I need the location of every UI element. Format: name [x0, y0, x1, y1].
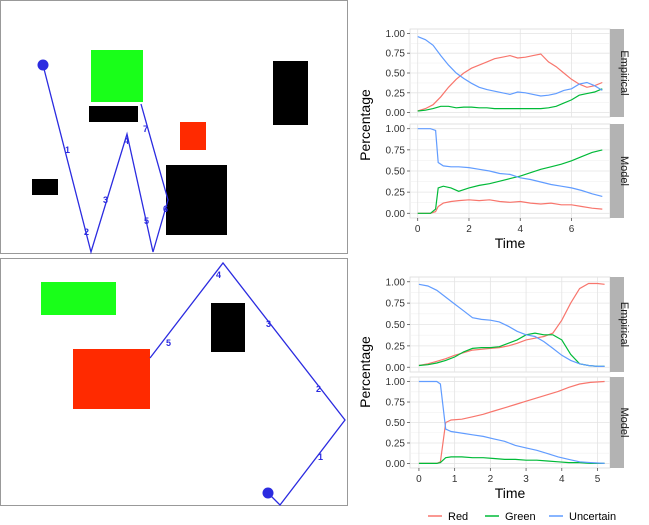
- series-line-uncertain: [417, 36, 603, 97]
- legend-label-green: Green: [505, 511, 536, 523]
- y-tick-label: 0.50: [386, 418, 406, 429]
- trajectory-path: [42, 64, 169, 255]
- y-tick-label: 0.00: [386, 209, 406, 220]
- y-tick-label: 0.25: [386, 88, 406, 99]
- green-obstacle: [91, 50, 143, 102]
- y-tick-label: 0.50: [386, 69, 406, 80]
- y-tick-label: 0.75: [386, 398, 406, 409]
- map-top: 1 2 3 4 5 6 7: [0, 0, 348, 255]
- x-axis-title: Time: [495, 235, 526, 251]
- facet-strip-label: Model: [618, 408, 630, 438]
- waypoint-label: 5: [144, 216, 149, 226]
- x-tick-label: 5: [595, 474, 601, 485]
- legend-label-red: Red: [448, 511, 468, 523]
- waypoint-label: 1: [318, 452, 323, 462]
- facet-strip: [610, 124, 624, 218]
- y-tick-label: 1.00: [386, 277, 406, 288]
- series-line-red: [418, 282, 605, 367]
- map-bottom: 1 2 3 4 5: [0, 258, 348, 506]
- start-marker: [262, 487, 274, 499]
- panel-empirical: 0.00 0.25 0.50 0.75 1.00 Empirical: [386, 28, 630, 119]
- waypoint-label: 6: [163, 204, 168, 214]
- series-line-green: [418, 456, 605, 464]
- series-line-green: [418, 332, 605, 367]
- y-tick-label: 0.75: [386, 145, 406, 156]
- series-line-uncertain: [418, 283, 605, 367]
- panel-model: 0.00 0.25 0.50 0.75 1.00 Model: [386, 376, 630, 470]
- facet-strip: [610, 277, 624, 372]
- facet-strip: [610, 29, 624, 117]
- waypoint-label: 7: [143, 124, 148, 134]
- green-obstacle: [41, 282, 116, 315]
- y-tick-label: 0.25: [386, 188, 406, 199]
- black-obstacle: [32, 179, 58, 195]
- series-line-red: [417, 53, 603, 112]
- x-tick-label: 2: [466, 224, 472, 235]
- start-marker: [37, 59, 49, 71]
- panel-model: 0.00 0.25 0.50 0.75 1.00 Model: [386, 123, 630, 220]
- y-tick-label: 0.00: [386, 108, 406, 119]
- series-line-red: [417, 199, 603, 214]
- y-tick-label: 0.75: [386, 49, 406, 60]
- charts-layer: 0.00 0.25 0.50 0.75 1.00 Empirical 0.00 0.25 0.5…: [357, 28, 630, 501]
- facet-strip: [610, 377, 624, 468]
- y-tick-label: 0.25: [386, 438, 406, 449]
- waypoint-label: 5: [166, 338, 171, 348]
- y-tick-label: 1.00: [386, 377, 406, 388]
- red-obstacle: [180, 122, 206, 150]
- y-tick-label: 0.00: [386, 459, 406, 470]
- y-axis-title: Percentage: [357, 89, 373, 161]
- x-tick-label: 4: [517, 224, 523, 235]
- x-tick-label: 2: [488, 474, 494, 485]
- black-obstacle: [273, 61, 308, 125]
- panel-empirical: 0.00 0.25 0.50 0.75 1.00 Empirical: [386, 276, 630, 374]
- x-tick-label: 4: [559, 474, 565, 485]
- series-line-red: [418, 380, 605, 464]
- y-tick-label: 0.50: [386, 167, 406, 178]
- waypoint-label: 2: [316, 384, 321, 394]
- facet-strip-label: Model: [618, 156, 630, 186]
- trajectory-path: [149, 261, 346, 506]
- black-obstacle: [211, 303, 245, 352]
- x-tick-label: 0: [415, 224, 421, 235]
- x-tick-label: 0: [416, 474, 422, 485]
- waypoint-label: 3: [103, 195, 108, 205]
- black-obstacle: [166, 165, 227, 235]
- y-tick-label: 0.25: [386, 341, 406, 352]
- y-tick-label: 0.50: [386, 320, 406, 331]
- y-axis-title: Percentage: [357, 336, 373, 408]
- series-line-uncertain: [417, 128, 603, 197]
- waypoint-label: 3: [266, 319, 271, 329]
- series-line-green: [417, 88, 603, 112]
- waypoint-label: 2: [84, 227, 89, 237]
- chart-0: 0.00 0.25 0.50 0.75 1.00 Empirical 0.00 0.25 0.5…: [357, 28, 630, 251]
- y-tick-label: 1.00: [386, 29, 406, 40]
- waypoint-label: 4: [124, 136, 129, 146]
- legend-label-uncertain: Uncertain: [569, 511, 616, 523]
- x-tick-label: 1: [452, 474, 458, 485]
- y-tick-label: 0.00: [386, 363, 406, 374]
- waypoint-label: 4: [216, 270, 221, 280]
- red-obstacle: [73, 349, 150, 409]
- facet-strip-label: Empirical: [618, 302, 630, 347]
- x-tick-label: 3: [523, 474, 529, 485]
- y-tick-label: 0.75: [386, 299, 406, 310]
- facet-strip-label: Empirical: [618, 50, 630, 95]
- black-obstacle: [89, 106, 138, 122]
- y-tick-label: 1.00: [386, 124, 406, 135]
- x-tick-label: 6: [569, 224, 575, 235]
- legend: Red Green Uncertain: [428, 511, 616, 523]
- series-line-green: [417, 149, 603, 214]
- waypoint-label: 1: [65, 145, 70, 155]
- chart-1: 0.00 0.25 0.50 0.75 1.00 Empirical 0.00 0.25 0.5…: [357, 276, 630, 501]
- x-axis-title: Time: [495, 485, 526, 501]
- series-line-uncertain: [418, 380, 605, 464]
